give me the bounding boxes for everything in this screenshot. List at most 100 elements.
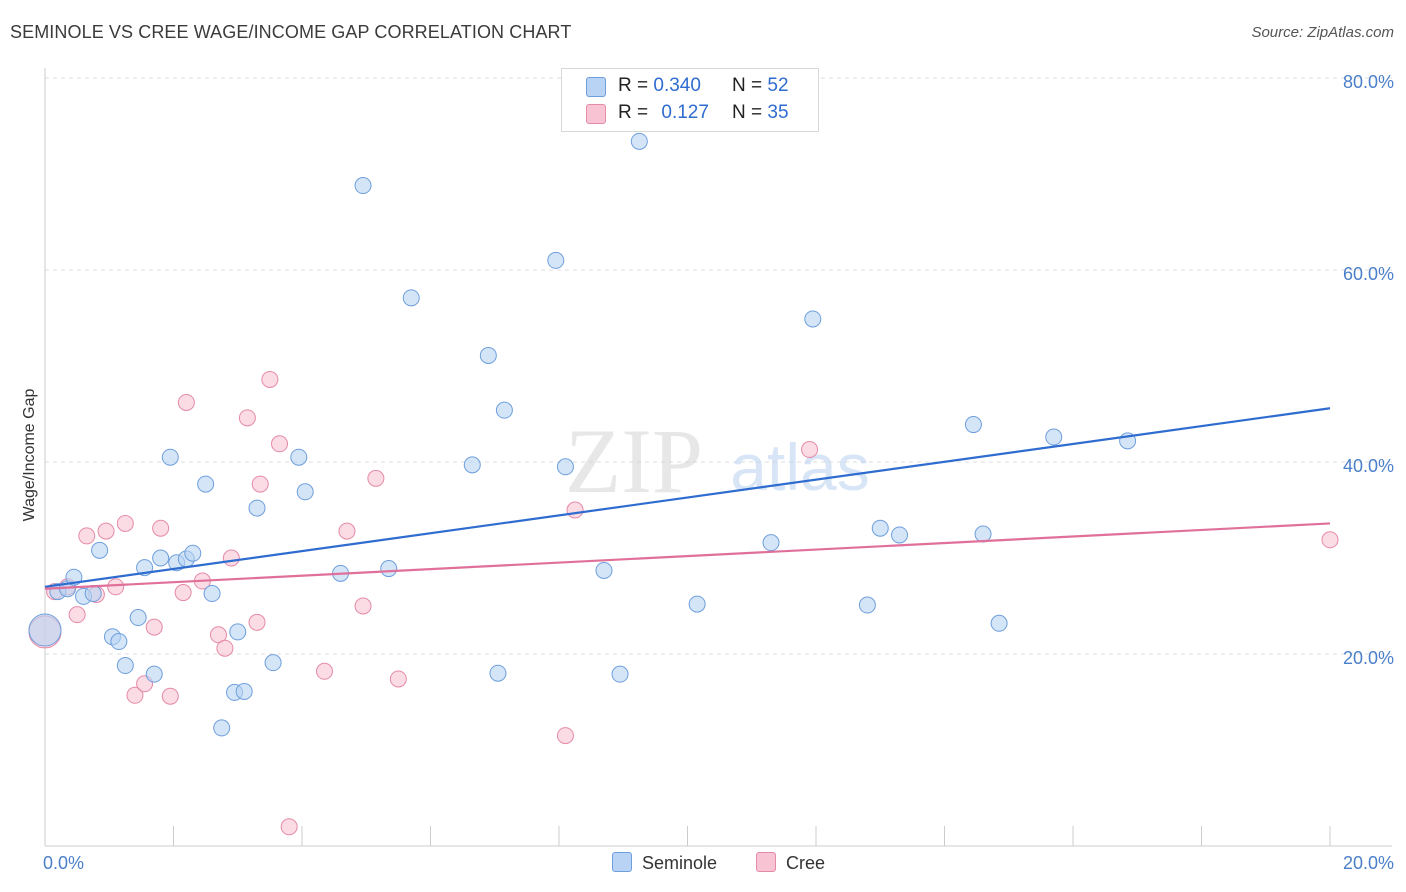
source-label: Source: ZipAtlas.com	[1251, 24, 1394, 41]
cree-point	[315, 662, 333, 680]
chart-title: SEMINOLE VS CREE WAGE/INCOME GAP CORRELA…	[10, 22, 572, 42]
seminole-point	[547, 251, 565, 269]
bottom-legend-seminole-label: Seminole	[642, 853, 718, 873]
seminole-points	[28, 132, 1137, 737]
x-tick-min: 0.0%	[43, 853, 85, 873]
seminole-point	[380, 560, 398, 578]
cree-point	[107, 578, 125, 596]
seminole-point	[116, 657, 134, 675]
cree-point	[1321, 531, 1339, 549]
cree-point	[145, 618, 163, 636]
cree-point	[261, 370, 279, 388]
legend-n-value-cree: 35	[767, 102, 789, 123]
legend-swatch-cree	[586, 104, 606, 124]
legend-n-label: N =	[732, 75, 763, 96]
seminole-point	[858, 596, 876, 614]
cree-point	[152, 519, 170, 537]
legend-n-value-seminole: 52	[767, 75, 789, 96]
seminole-point	[891, 526, 909, 544]
seminole-point	[161, 448, 179, 466]
seminole-point	[152, 549, 170, 567]
seminole-point	[197, 475, 215, 493]
legend-r-value-cree: 0.127	[661, 102, 709, 123]
cree-point	[801, 441, 819, 459]
cree-point	[556, 727, 574, 745]
gridlines	[45, 77, 1392, 655]
legend-r-label: R =	[618, 102, 649, 123]
cree-point	[238, 409, 256, 427]
legend-n-label: N =	[732, 102, 763, 123]
cree-point	[97, 522, 115, 540]
seminole-point	[229, 623, 247, 641]
seminole-point	[463, 456, 481, 474]
watermark-atlas: atlas	[730, 430, 869, 504]
watermark-zip: ZIP	[565, 410, 703, 512]
cree-point	[174, 584, 192, 602]
seminole-point	[595, 561, 613, 579]
cree-point	[68, 606, 86, 624]
cree-point	[126, 686, 144, 704]
cree-point	[389, 670, 407, 688]
bottom-legend-cree-label: Cree	[786, 853, 826, 873]
cree-point	[367, 469, 385, 487]
seminole-point	[495, 401, 513, 419]
legend-r-value-seminole: 0.340	[653, 75, 701, 96]
y-tick-label: 20.0%	[1342, 648, 1394, 668]
seminole-point	[290, 448, 308, 466]
cree-point	[248, 613, 266, 631]
seminole-point	[213, 719, 231, 737]
seminole-point	[990, 614, 1008, 632]
cree-point	[271, 435, 289, 453]
seminole-point	[974, 525, 992, 543]
cree-trend-line	[44, 522, 1331, 590]
seminole-point	[248, 499, 266, 517]
seminole-point	[354, 177, 372, 195]
cree-point	[338, 522, 356, 540]
seminole-point	[556, 458, 574, 476]
y-tick-label: 60.0%	[1342, 264, 1394, 284]
bottom-legend-seminole: Seminole	[612, 852, 717, 874]
bottom-swatch-cree	[756, 852, 776, 872]
seminole-point	[129, 609, 147, 627]
cree-point	[251, 475, 269, 493]
legend-r-label: R =	[618, 75, 649, 96]
seminole-point	[203, 585, 221, 603]
seminole-point	[84, 585, 102, 603]
trend-lines	[44, 407, 1331, 590]
seminole-point	[264, 654, 282, 672]
seminole-point	[804, 310, 822, 328]
seminole-point	[110, 633, 128, 651]
cree-point	[216, 639, 234, 657]
legend-swatch-seminole	[586, 77, 606, 97]
seminole-point	[762, 534, 780, 552]
seminole-point	[145, 665, 163, 683]
cree-point	[78, 527, 96, 545]
cree-point	[116, 514, 134, 532]
x-tick-max: 20.0%	[1342, 853, 1394, 873]
seminole-point	[184, 544, 202, 562]
axes	[44, 68, 1392, 847]
y-tick-label: 40.0%	[1342, 456, 1394, 476]
seminole-point	[630, 132, 648, 150]
seminole-point	[688, 595, 706, 613]
seminole-point	[91, 541, 109, 559]
seminole-point	[489, 664, 507, 682]
cree-point	[177, 393, 195, 411]
cree-point	[161, 687, 179, 705]
seminole-point	[611, 665, 629, 683]
seminole-point	[871, 519, 889, 537]
seminole-point	[479, 346, 497, 364]
y-tick-label: 80.0%	[1342, 72, 1394, 92]
seminole-point	[296, 483, 314, 501]
seminole-point	[964, 416, 982, 434]
cree-point	[222, 549, 240, 567]
seminole-trend-line	[44, 407, 1331, 588]
cree-point	[354, 597, 372, 615]
bottom-legend-cree: Cree	[756, 852, 825, 874]
cree-point	[566, 501, 584, 519]
seminole-point	[235, 682, 253, 700]
seminole-point	[28, 613, 62, 647]
seminole-point	[402, 289, 420, 307]
cree-point	[280, 818, 298, 836]
